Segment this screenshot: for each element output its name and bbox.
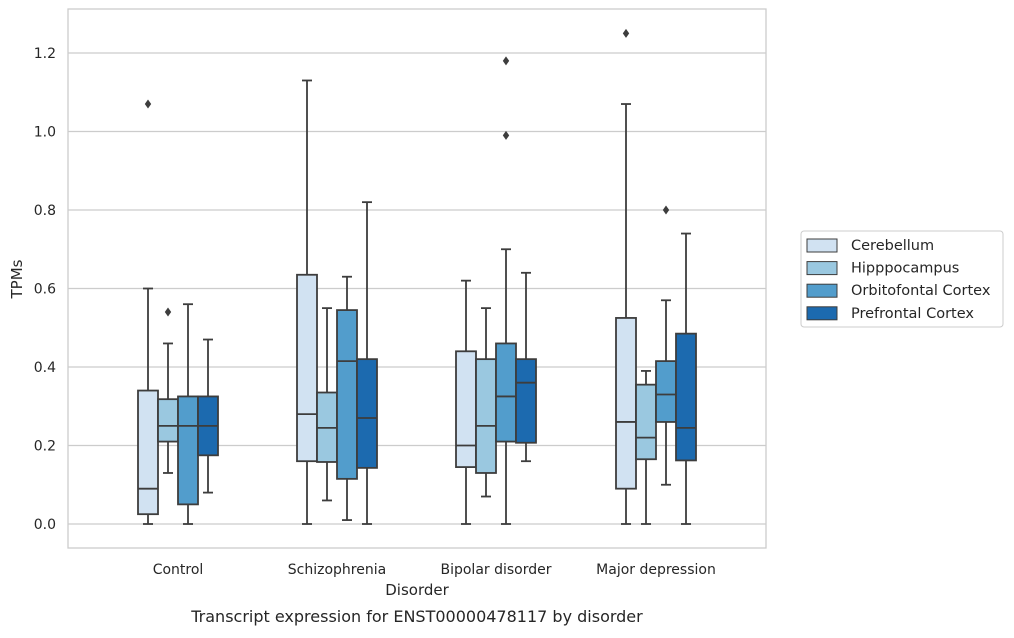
y-tick-label: 0.6 [34,282,56,298]
outlier-point [662,205,670,215]
box-cerebellum [615,28,637,525]
legend-frame [800,230,1004,328]
legend-swatch [806,261,838,276]
legend: Cerebellum Hipppocampus Orbitofontal Corte… [800,230,1004,328]
plot-frame [67,8,767,549]
legend-swatch [806,238,838,253]
iqr-box [475,358,497,474]
iqr-box [356,358,378,469]
y-tick-label: 0.4 [34,360,56,376]
y-axis-title: TPMs [8,259,26,299]
y-tick-label: 1.0 [34,125,56,141]
iqr-box [336,309,358,480]
outlier-point [622,28,630,38]
legend-swatch [806,306,838,321]
box-cerebellum [455,279,477,525]
iqr-box [177,395,199,506]
outlier-point [164,307,172,317]
outlier-point [502,56,510,66]
iqr-box [635,383,657,461]
box-orbitofontal-cortex [495,56,517,525]
iqr-box [455,350,477,468]
x-tick-labels: Control Schizophrenia Bipolar disorder Majo… [153,562,716,578]
outlier-point [502,130,510,140]
box-orbitofontal-cortex [655,205,677,486]
x-tick-label: Bipolar disorder [440,562,551,578]
iqr-box [515,358,537,444]
box-hipppocampus [635,370,657,525]
x-tick-label: Major depression [596,562,716,578]
legend-label: Hipppocampus [851,261,959,277]
legend-label: Prefrontal Cortex [851,306,974,322]
iqr-box [655,360,677,423]
x-tick-label: Schizophrenia [288,562,386,578]
box-hipppocampus [475,307,497,498]
legend-label: Cerebellum [851,238,934,254]
y-tick-label: 0.2 [34,439,56,455]
outlier-point [144,99,152,109]
box-cerebellum [296,79,318,525]
legend-swatch [806,283,838,298]
x-axis-title: Disorder [385,581,449,599]
iqr-box [296,273,318,463]
legend-label: Orbitofontal Cortex [851,283,991,299]
box-prefrontal-cortex [197,338,219,494]
box-prefrontal-cortex [356,201,378,525]
iqr-box [137,389,159,516]
x-tick-label: Control [153,562,204,578]
box-cerebellum [137,99,159,525]
box-hipppocampus [157,307,179,474]
iqr-box [495,342,517,443]
y-tick-label: 0.8 [34,203,56,219]
y-tick-label: 1.2 [34,46,56,62]
iqr-box [157,398,179,443]
box-prefrontal-cortex [675,232,697,525]
iqr-box [615,317,637,490]
iqr-box [675,332,697,462]
box-prefrontal-cortex [515,271,537,463]
y-tick-label: 0.0 [34,517,56,533]
chart-caption: Transcript expression for ENST0000047811… [190,607,643,626]
boxes [137,28,697,525]
y-tick-labels: 0.0 0.2 0.4 0.6 0.8 1.0 1.2 [34,46,56,533]
